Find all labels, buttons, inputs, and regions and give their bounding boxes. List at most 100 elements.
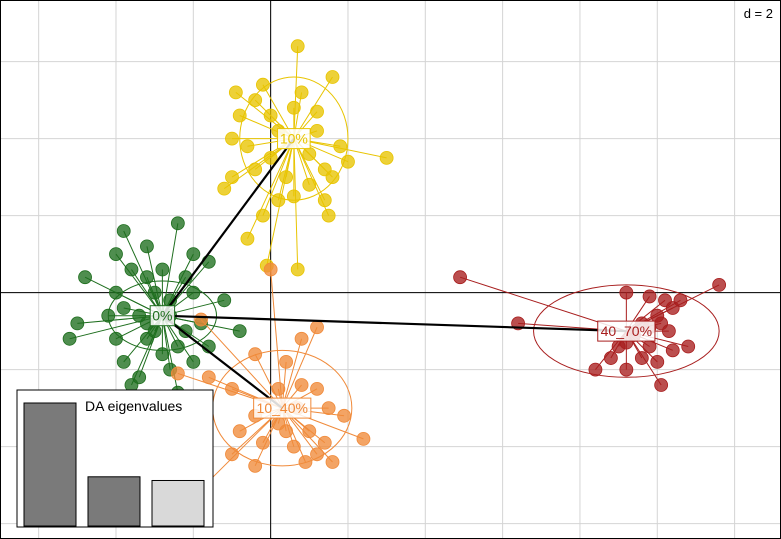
data-point	[712, 277, 727, 292]
data-point	[286, 439, 301, 454]
group-label: 10_40%	[257, 400, 308, 416]
eigenvalue-bar	[23, 402, 77, 527]
data-point	[271, 381, 286, 396]
data-point	[170, 216, 185, 231]
group-label: 40_70%	[601, 323, 652, 339]
inset-title: DA eigenvalues	[85, 398, 182, 414]
data-point	[310, 104, 324, 119]
data-point	[294, 378, 309, 392]
data-point	[240, 231, 255, 246]
data-point	[263, 262, 278, 277]
data-point	[290, 262, 305, 277]
group-label-box	[149, 305, 176, 327]
data-point	[186, 247, 201, 262]
data-point	[186, 354, 201, 369]
data-point	[310, 447, 324, 462]
data-point	[147, 324, 162, 339]
data-point	[116, 354, 131, 369]
data-point	[317, 193, 332, 208]
data-point	[271, 416, 286, 431]
data-point	[170, 339, 185, 354]
data-point	[611, 339, 626, 354]
data-point	[109, 247, 123, 262]
data-point	[356, 431, 371, 446]
group-spoke	[200, 319, 283, 409]
centroid-link	[161, 314, 283, 409]
data-point	[116, 301, 131, 315]
data-point	[619, 285, 634, 300]
data-point	[650, 354, 665, 369]
group-spoke	[146, 246, 163, 316]
data-point	[140, 270, 154, 285]
data-point	[178, 324, 193, 339]
data-point	[321, 401, 336, 416]
group-spoke	[281, 338, 303, 409]
data-point	[248, 162, 263, 177]
data-point	[588, 362, 603, 377]
corner-label: d = 2	[744, 6, 773, 21]
eigenvalue-bar	[151, 479, 205, 527]
data-point	[201, 254, 216, 269]
data-point	[665, 301, 680, 315]
data-point	[232, 424, 247, 439]
data-point	[109, 331, 123, 346]
data-point	[654, 378, 669, 392]
centroid-links	[161, 137, 627, 409]
data-point	[642, 289, 657, 304]
group-label-box	[277, 128, 311, 150]
data-point	[225, 170, 239, 185]
data-point	[286, 100, 301, 115]
data-point	[248, 458, 263, 473]
data-point	[256, 435, 270, 450]
group-ellipse	[533, 284, 720, 378]
data-point	[228, 85, 243, 100]
group-label: 10%	[280, 131, 308, 147]
data-point	[116, 224, 131, 238]
data-point	[681, 339, 696, 354]
eigenvalues-inset: DA eigenvalues	[16, 389, 214, 528]
data-point	[248, 93, 263, 107]
data-point	[333, 139, 348, 154]
group-spoke	[262, 138, 295, 216]
centroid-link	[162, 314, 627, 333]
group-spoke	[246, 138, 295, 239]
data-point	[225, 381, 239, 396]
data-point	[248, 347, 263, 362]
data-point	[298, 455, 313, 469]
data-point	[325, 170, 340, 185]
data-point	[155, 347, 170, 362]
data-point	[286, 189, 301, 204]
group-label: 0%	[152, 308, 172, 324]
data-point	[256, 77, 270, 92]
data-point	[453, 270, 467, 285]
data-point	[101, 308, 116, 323]
data-point	[217, 293, 232, 308]
data-point	[302, 177, 317, 192]
data-point	[271, 193, 286, 208]
group-label-box	[597, 320, 656, 342]
data-point	[665, 343, 680, 358]
group-spoke	[293, 138, 299, 270]
data-point	[78, 270, 92, 285]
data-point	[225, 131, 239, 146]
data-point	[642, 339, 657, 354]
data-point	[325, 455, 340, 469]
data-point	[634, 351, 649, 365]
data-point	[70, 316, 85, 331]
data-point	[379, 150, 394, 165]
group-spoke	[161, 315, 179, 393]
data-point	[186, 285, 201, 300]
inset-bars	[23, 402, 205, 527]
data-point	[147, 285, 162, 300]
data-point	[302, 147, 317, 161]
data-point	[225, 447, 239, 462]
data-point	[109, 285, 123, 300]
data-point	[232, 324, 247, 339]
data-point	[294, 331, 309, 346]
data-point	[661, 324, 676, 339]
data-point	[310, 381, 324, 396]
data-point	[302, 424, 317, 439]
data-point	[62, 331, 77, 346]
data-point	[310, 123, 324, 138]
